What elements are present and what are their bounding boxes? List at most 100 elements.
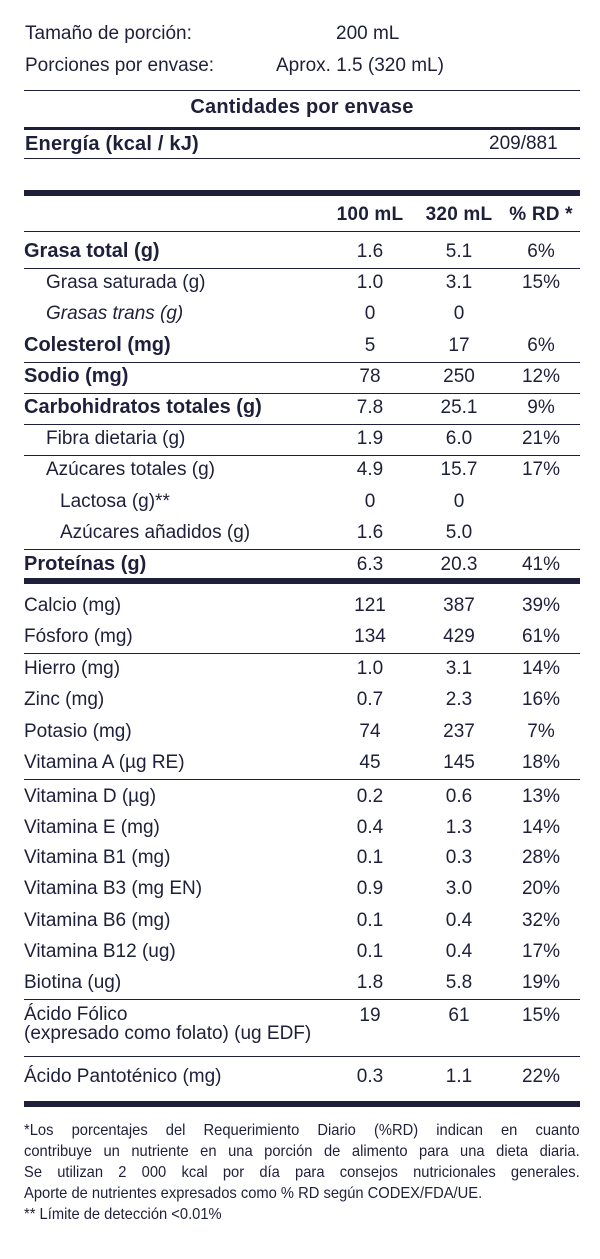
value-rd: 19% <box>521 972 561 993</box>
value-rd: 6% <box>527 241 555 262</box>
value-320ml: 237 <box>443 721 475 742</box>
value-100ml: 0 <box>364 303 376 324</box>
value-320ml: 1.3 <box>445 817 473 838</box>
value-320ml: 3.1 <box>445 658 473 679</box>
value-rd: 12% <box>521 366 561 387</box>
row-label: Ácido Pantoténico (mg) <box>24 1066 222 1087</box>
value-100ml: 74 <box>359 721 381 742</box>
value-100ml: 0.2 <box>356 786 384 807</box>
divider <box>24 653 580 654</box>
value-rd: 14% <box>521 658 561 679</box>
table-row-folic-acid: Ácido Fólico (expresado como folato) (ug … <box>0 1001 600 1051</box>
value-320ml: 15.7 <box>440 459 478 480</box>
row-label: Grasa saturada (g) <box>46 272 206 293</box>
value-rd: 18% <box>521 752 561 773</box>
value-320ml: 0.3 <box>445 847 473 868</box>
row-label: Sodio (mg) <box>24 365 129 387</box>
table-row: Vitamina B6 (mg) 0.1 0.4 32% <box>0 906 600 937</box>
table-row-pantothenic: Ácido Pantoténico (mg) 0.3 1.1 22% <box>0 1062 600 1093</box>
thick-divider <box>24 190 580 196</box>
row-label: Potasio (mg) <box>24 721 132 742</box>
value-320ml: 61 <box>448 1005 470 1026</box>
value-rd: 7% <box>527 721 555 742</box>
value-320ml: 429 <box>443 626 475 647</box>
value-rd: 20% <box>521 878 561 899</box>
row-label: Grasa total (g) <box>24 240 160 262</box>
value-rd: 17% <box>521 459 561 480</box>
table-row: Vitamina B12 (ug) 0.1 0.4 17% <box>0 937 600 968</box>
value-320ml: 145 <box>443 752 475 773</box>
value-100ml: 78 <box>359 366 381 387</box>
section-title: Cantidades por envase <box>190 96 414 118</box>
value-320ml: 2.3 <box>445 689 473 710</box>
value-320ml: 5.8 <box>445 972 473 993</box>
table-row: Lactosa (g)** 0 0 <box>0 487 600 518</box>
value-320ml: 0 <box>453 303 465 324</box>
value-rd: 21% <box>521 428 561 449</box>
value-rd: 28% <box>521 847 561 868</box>
value-320ml: 387 <box>443 595 475 616</box>
row-label: Vitamina B3 (mg EN) <box>24 878 203 899</box>
footnote-line: Aporte de nutrientes expresados como % R… <box>24 1185 483 1202</box>
value-100ml: 0.1 <box>356 847 384 868</box>
value-320ml: 25.1 <box>440 397 478 418</box>
value-100ml: 19 <box>359 1005 381 1026</box>
table-row: Grasa total (g) 1.6 5.1 6% <box>0 237 600 268</box>
value-rd: 16% <box>521 689 561 710</box>
value-100ml: 45 <box>359 752 381 773</box>
value-100ml: 7.8 <box>356 397 384 418</box>
value-100ml: 1.0 <box>356 272 384 293</box>
table-row: Azúcares totales (g) 4.9 15.7 17% <box>0 455 600 486</box>
table-row: Calcio (mg) 121 387 39% <box>0 591 600 622</box>
divider <box>24 999 580 1000</box>
value-100ml: 121 <box>354 595 386 616</box>
divider <box>24 268 580 269</box>
row-label: Azúcares totales (g) <box>46 459 215 480</box>
row-label-line2: (expresado como folato) (ug EDF) <box>24 1023 312 1044</box>
value-rd: 61% <box>521 626 561 647</box>
row-label: Calcio (mg) <box>24 595 122 616</box>
table-row: Grasa saturada (g) 1.0 3.1 15% <box>0 268 600 299</box>
value-320ml: 5.1 <box>445 241 473 262</box>
column-header-100ml: 100 mL <box>336 204 404 225</box>
column-header-rd: % RD * <box>509 204 573 225</box>
value-rd: 15% <box>521 272 561 293</box>
value-rd: 32% <box>521 910 561 931</box>
energy-label: Energía (kcal / kJ) <box>25 133 199 155</box>
value-100ml: 4.9 <box>356 459 384 480</box>
value-320ml: 17 <box>448 335 470 356</box>
value-100ml: 1.8 <box>356 972 384 993</box>
value-100ml: 1.0 <box>356 658 384 679</box>
divider <box>24 393 580 394</box>
row-label: Colesterol (mg) <box>24 334 171 356</box>
table-row: Zinc (mg) 0.7 2.3 16% <box>0 685 600 716</box>
table-row: Proteínas (g) 6.3 20.3 41% <box>0 550 600 581</box>
divider <box>24 1056 580 1057</box>
value-100ml: 1.6 <box>356 241 384 262</box>
divider <box>24 424 580 425</box>
divider <box>24 127 580 130</box>
row-label: Lactosa (g)** <box>60 491 170 512</box>
divider <box>24 549 580 550</box>
value-100ml: 134 <box>354 626 386 647</box>
footnote: *Los porcentajes del Requerimiento Diari… <box>24 1120 580 1225</box>
row-label: Vitamina E (mg) <box>24 817 160 838</box>
row-label-line1: Ácido Fólico <box>24 1004 128 1025</box>
servings-per-container-label: Porciones por envase: <box>25 55 215 76</box>
row-label: Hierro (mg) <box>24 658 121 679</box>
row-label: Biotina (ug) <box>24 972 122 993</box>
value-rd: 14% <box>521 817 561 838</box>
footnote-line: Se utilizan 2 000 kcal por día para cons… <box>24 1164 580 1181</box>
divider <box>24 362 580 363</box>
row-label: Azúcares añadidos (g) <box>60 522 251 543</box>
table-row: Vitamina B1 (mg) 0.1 0.3 28% <box>0 843 600 874</box>
divider <box>24 90 580 91</box>
thick-divider <box>24 1101 580 1107</box>
row-label: Vitamina A (µg RE) <box>24 752 185 773</box>
value-320ml: 3.0 <box>445 878 473 899</box>
table-row: Colesterol (mg) 5 17 6% <box>0 331 600 362</box>
row-label: Fibra dietaria (g) <box>46 428 186 449</box>
serving-size-value: 200 mL <box>336 23 400 44</box>
table-row: Fósforo (mg) 134 429 61% <box>0 622 600 653</box>
value-rd: 6% <box>527 335 555 356</box>
